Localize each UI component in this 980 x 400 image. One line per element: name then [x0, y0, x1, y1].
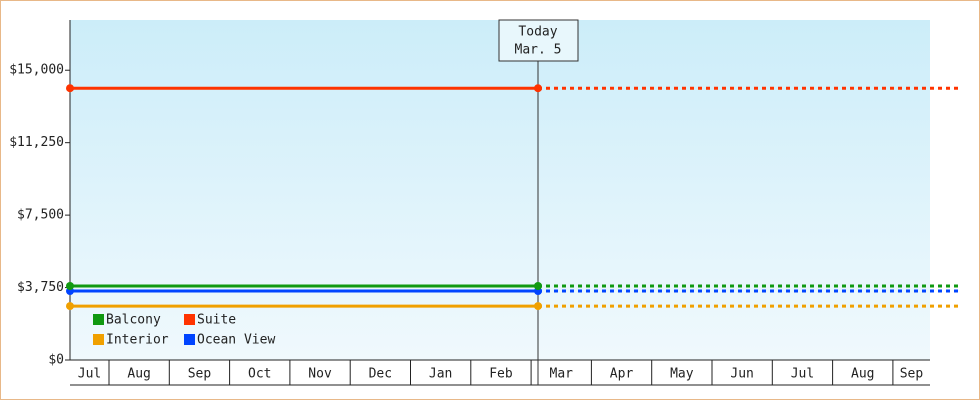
x-tick-label: Apr	[610, 367, 634, 382]
start-point	[66, 302, 74, 311]
legend-swatch	[184, 314, 195, 325]
y-tick-label: $0	[48, 353, 64, 368]
legend-swatch	[93, 334, 104, 345]
x-tick-label: Jun	[730, 367, 753, 382]
start-point	[66, 84, 74, 93]
x-tick-label: Sep	[900, 367, 924, 382]
today-point	[534, 302, 542, 311]
legend-label: Interior	[106, 333, 169, 348]
y-tick-label: $11,250	[9, 135, 64, 150]
x-tick-label: Dec	[369, 367, 392, 382]
x-tick-label: Aug	[127, 367, 150, 382]
x-tick-label: Aug	[851, 367, 874, 382]
x-tick-label: Jul	[791, 367, 814, 382]
today-box	[498, 19, 579, 62]
legend-label: Balcony	[106, 313, 161, 328]
x-tick-label: Feb	[489, 367, 513, 382]
today-label: Today	[518, 25, 557, 40]
plot-area	[70, 20, 930, 360]
legend-swatch	[93, 314, 104, 325]
y-tick-label: $7,500	[17, 208, 64, 223]
legend-label: Suite	[197, 313, 236, 328]
y-tick-label: $15,000	[9, 63, 64, 78]
x-tick-label: Sep	[188, 367, 212, 382]
x-tick-label: Nov	[308, 367, 332, 382]
legend-swatch	[184, 334, 195, 345]
today-point	[534, 84, 542, 93]
y-tick-label: $3,750	[17, 280, 64, 295]
x-tick-label: May	[670, 367, 694, 382]
x-tick-label: Jan	[429, 367, 452, 382]
x-tick-label: Mar	[550, 367, 574, 382]
x-tick-label: Oct	[248, 367, 271, 382]
legend-label: Ocean View	[197, 333, 275, 348]
today-date: Mar. 5	[515, 43, 562, 58]
start-point	[66, 282, 74, 291]
today-point	[534, 282, 542, 291]
x-tick-label: Jul	[78, 367, 101, 382]
